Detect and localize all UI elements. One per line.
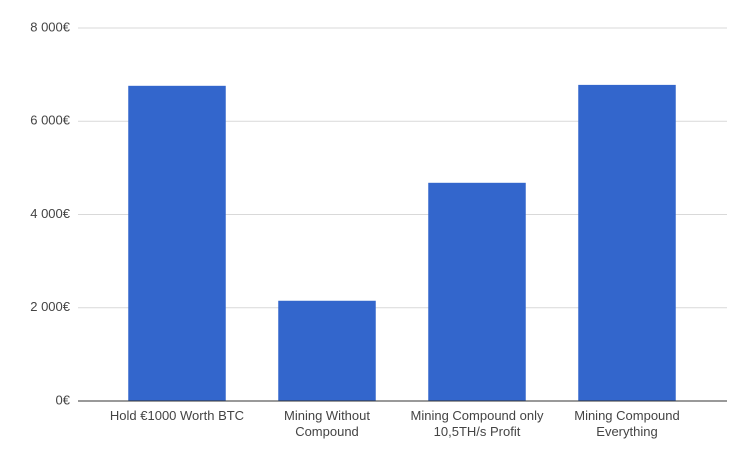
y-tick-label: 2 000€ [30, 299, 71, 314]
bar [128, 85, 226, 401]
y-tick-label: 6 000€ [30, 113, 71, 128]
y-tick-label: 4 000€ [30, 206, 71, 221]
x-tick-label: Mining Compound only 10,5TH/s Profit [410, 408, 544, 439]
bar [578, 84, 676, 401]
x-tick-label: Mining Without Compound [284, 408, 370, 439]
y-tick-label: 8 000€ [30, 19, 71, 34]
y-tick-label: 0€ [56, 392, 71, 407]
bar [428, 182, 526, 401]
bar [278, 300, 376, 401]
x-tick-label: Mining Compound Everything [574, 408, 680, 439]
x-tick-label: Hold €1000 Worth BTC [109, 408, 245, 423]
